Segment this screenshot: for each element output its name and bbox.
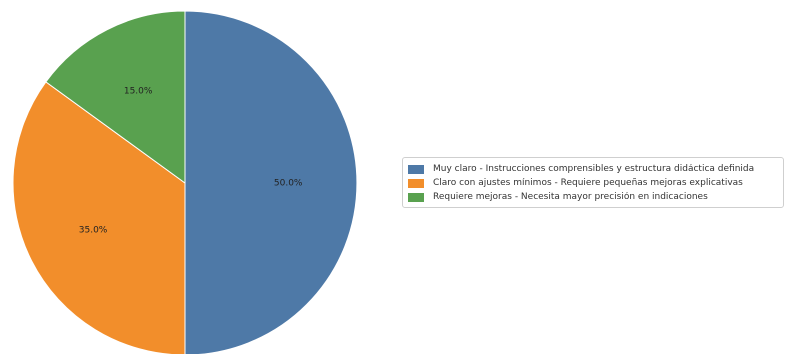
legend-swatch <box>408 178 424 188</box>
pie-slices <box>12 10 358 356</box>
legend-item: Requiere mejoras - Necesita mayor precis… <box>408 190 778 204</box>
pie-slice-3 <box>45 10 186 184</box>
pie-slice-percentage-label: 35.0% <box>79 225 108 235</box>
legend-label: Requiere mejoras - Necesita mayor precis… <box>433 192 708 202</box>
pie-percentage-labels: 50.0% 35.0% 15.0% <box>79 87 303 236</box>
legend-item: Muy claro - Instrucciones comprensibles … <box>408 162 778 176</box>
chart-legend: Muy claro - Instrucciones comprensibles … <box>402 157 784 208</box>
pie-slice-1 <box>184 10 358 356</box>
legend-swatch <box>408 164 424 174</box>
pie-slice-percentage-label: 50.0% <box>274 179 303 189</box>
legend-label: Muy claro - Instrucciones comprensibles … <box>433 164 755 174</box>
pie-slice-2 <box>12 81 186 356</box>
pie-slice-percentage-label: 15.0% <box>124 87 153 97</box>
legend-label: Claro con ajustes mínimos - Requiere peq… <box>433 178 743 188</box>
legend-swatch <box>408 192 424 202</box>
legend-item: Claro con ajustes mínimos - Requiere peq… <box>408 176 778 190</box>
